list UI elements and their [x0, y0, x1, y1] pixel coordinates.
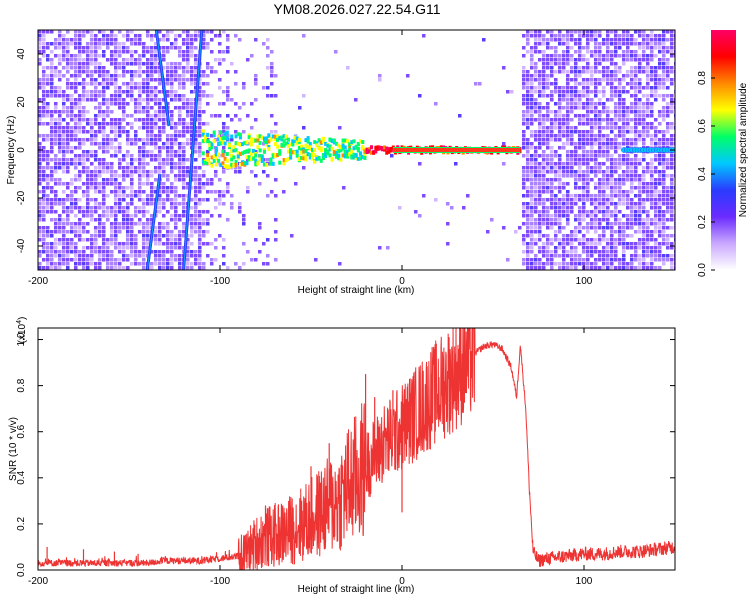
snr-y-tick-label: 0.2: [16, 517, 27, 531]
spectrogram-x-tick-label: -200: [28, 276, 48, 287]
spectrogram-x-tick-label: -100: [210, 276, 230, 287]
snr-y-tick-label: 1.0: [16, 332, 27, 346]
spectrogram-x-tick-label: 100: [576, 276, 593, 287]
colorbar-label: Normalized spectral amplitude: [738, 82, 749, 217]
snr-x-tick-label: 100: [576, 576, 593, 587]
snr-x-label: Height of straight line (km): [298, 584, 415, 595]
snr-x-tick-label: -200: [28, 576, 48, 587]
spectrogram-y-tick-label: -40: [16, 238, 27, 253]
spectrogram-y-tick-label: -20: [16, 190, 27, 205]
snr-y-tick-label: 0.0: [16, 563, 27, 577]
spectrogram-y-tick-label: 0: [16, 147, 27, 153]
spectrogram-layer: [38, 30, 675, 270]
colorbar-ticks: 0.0 0.2 0.4 0.6 0.8: [697, 71, 715, 277]
colorbar-tick-label: 0.0: [697, 263, 708, 277]
colorbar: [711, 30, 736, 270]
colorbar-tick-label: 0.6: [697, 119, 708, 133]
spectrogram-x-tick-label: 0: [399, 276, 405, 287]
snr-y-tick-label: 0.6: [16, 424, 27, 438]
snr-x-tick-label: -100: [210, 576, 230, 587]
snr-frame: [37, 327, 676, 571]
spectrogram-y-tick-label: 40: [16, 48, 27, 60]
spectrogram-y-label: Frequency (Hz): [6, 116, 17, 185]
snr-x-tick-label: 0: [399, 576, 405, 587]
colorbar-tick-label: 0.2: [697, 215, 708, 229]
figure-title: YM08.2026.027.22.54.G11: [273, 1, 440, 17]
spectrogram-noise: [38, 30, 675, 270]
spectrogram-y-tick-label: 20: [16, 96, 27, 108]
spectrogram-x-label: Height of straight line (km): [298, 285, 415, 296]
snr-ticks: -200 -100 0 100 0.0 0.2 0.4 0.6 0.8 1.0: [16, 328, 675, 587]
snr-y-label: SNR (10 * v/v): [8, 417, 19, 481]
colorbar-tick-label: 0.8: [697, 71, 708, 85]
snr-exponent-label: (x104): [16, 317, 28, 344]
signal-line: [392, 148, 521, 152]
colorbar-tick-label: 0.4: [697, 167, 708, 181]
snr-plot-layer: [38, 328, 675, 570]
snr-series-line: [38, 328, 675, 570]
snr-y-tick-label: 0.4: [16, 470, 27, 484]
snr-y-tick-label: 0.8: [16, 378, 27, 392]
